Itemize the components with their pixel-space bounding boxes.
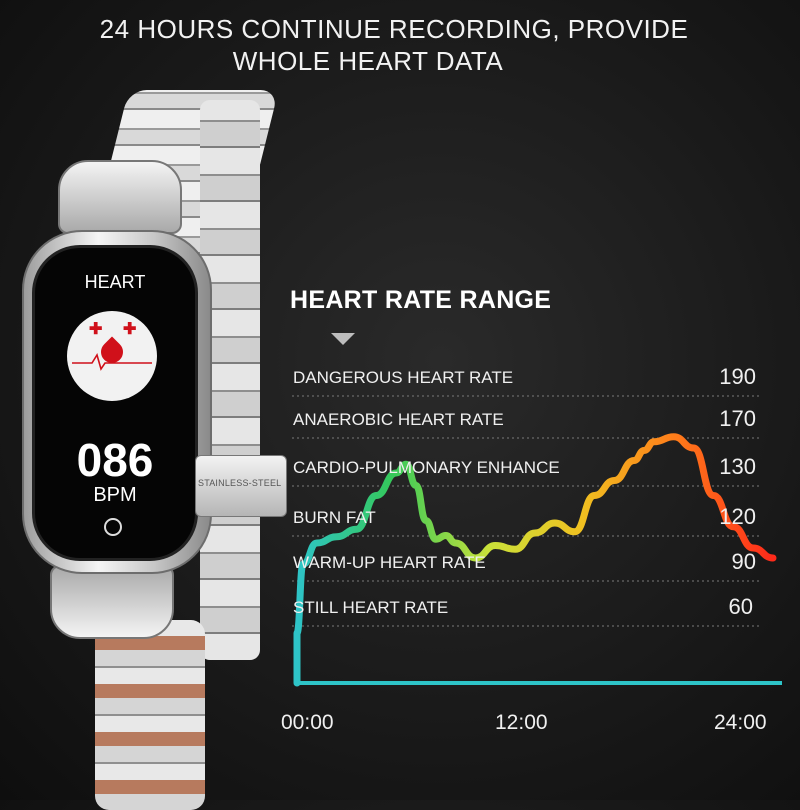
watch-screen: HEART ✚ ✚ 086 BPM <box>32 245 198 561</box>
home-button-icon[interactable] <box>104 518 122 536</box>
zone-value: 170 <box>719 406 756 431</box>
headline-line-1: 24 HOURS CONTINUE RECORDING, PROVIDE <box>99 14 689 44</box>
zone-value: 120 <box>719 504 756 529</box>
zone-label: DANGEROUS HEART RATE <box>293 368 514 387</box>
zone-value: 60 <box>728 594 753 619</box>
chart-title: HEART RATE RANGE <box>290 286 552 314</box>
zone-label: STILL HEART RATE <box>293 598 449 617</box>
plus-icon: ✚ <box>89 321 103 338</box>
zone-label: WARM-UP HEART RATE <box>293 553 486 572</box>
bpm-value: 086 <box>76 434 154 486</box>
x-tick-label: 12:00 <box>495 711 548 734</box>
strap-bottom <box>95 620 205 810</box>
zone-label: ANAEROBIC HEART RATE <box>293 410 504 429</box>
strap-clasp: STAINLESS-STEEL <box>195 455 287 517</box>
heart-rate-badge: ✚ ✚ <box>67 311 157 401</box>
x-tick-label: 24:00 <box>714 711 767 734</box>
zone-label: CARDIO-PULMONARY ENHANCE <box>293 458 560 477</box>
zone-value: 190 <box>719 364 756 389</box>
watch-lug-top <box>58 160 182 234</box>
screen-title: HEART <box>84 272 146 292</box>
heart-rate-curve <box>293 433 777 687</box>
zone-value: 130 <box>719 454 756 479</box>
zone-value: 90 <box>731 549 756 574</box>
plus-icon: ✚ <box>123 321 137 338</box>
x-tick-label: 00:00 <box>281 711 334 734</box>
bpm-unit: BPM <box>93 484 137 506</box>
clasp-label: STAINLESS-STEEL <box>198 478 282 488</box>
zone-label: BURN FAT <box>293 508 376 527</box>
chevron-down-icon <box>331 333 355 345</box>
headline-line-2: WHOLE HEART DATA <box>232 46 504 76</box>
